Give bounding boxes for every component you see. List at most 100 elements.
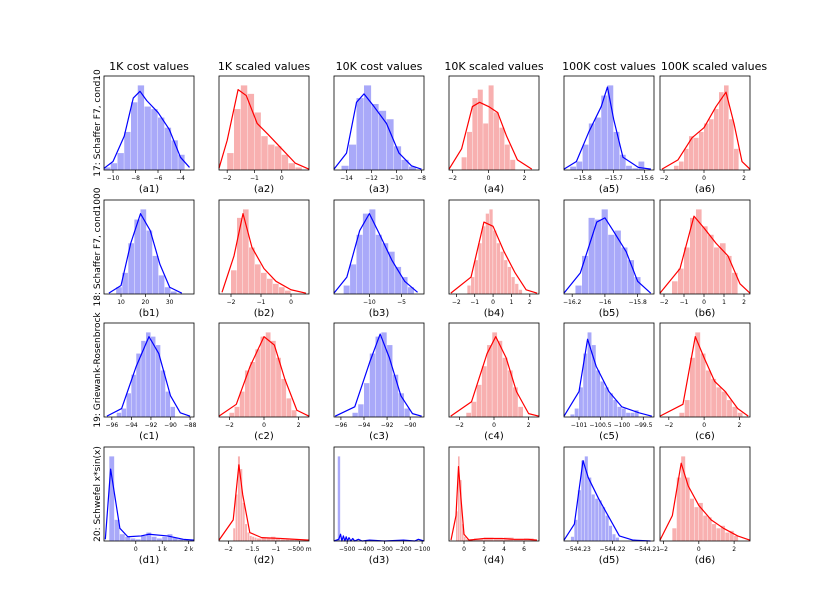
- hist-bar-d5: [581, 460, 585, 541]
- kde-curve-d3: [333, 533, 425, 542]
- kde-curve-b6: [659, 215, 751, 294]
- panel-b3: −10 −5 (b3): [333, 199, 425, 319]
- row-label-19: 19: Griewank-Rosenbrock: [93, 312, 103, 428]
- panel-label-c5: (c5): [599, 431, 619, 442]
- panel-a1: −10 −8 −6 −4 (a1): [103, 75, 195, 195]
- x-tick-label-c6: −2: [664, 422, 673, 429]
- hist-bar-d5: [584, 456, 588, 541]
- hist-bar-d6: [694, 507, 699, 541]
- hist-bar-d2: [290, 539, 295, 541]
- hist-bar-a5: [570, 166, 577, 170]
- plot-frame-c3: [333, 322, 425, 418]
- x-tick-label-c3: −96: [335, 422, 348, 429]
- hist-bar-a1: [131, 102, 138, 170]
- hist-bar-a6: [714, 109, 719, 170]
- x-tick-label-d5: −544.22: [599, 546, 625, 553]
- plot-frame-c1: [103, 322, 195, 418]
- hist-bar-c6: [711, 378, 717, 417]
- hist-bar-c6: [700, 353, 706, 417]
- x-tick-label-d3: −400: [358, 546, 375, 553]
- plot-frame-d6: [659, 446, 751, 542]
- col-title-2: 1K scaled values: [218, 60, 311, 73]
- panel-d1: 0 1 k 2 k (d1): [103, 446, 195, 566]
- hist-bar-c2: [229, 412, 235, 417]
- x-tick-label-b2: −1: [257, 299, 266, 306]
- panel-label-c2: (c2): [254, 431, 274, 442]
- hist-bar-b3: [343, 285, 350, 294]
- hist-bar-c6: [695, 332, 701, 417]
- hist-bar-c1: [146, 332, 151, 417]
- kde-curve-a1: [103, 90, 190, 169]
- hist-bar-b4: [493, 230, 497, 294]
- hist-bar-b5: [634, 277, 641, 294]
- hist-bar-c6: [684, 400, 690, 417]
- hist-bar-c2: [234, 406, 240, 417]
- hist-bar-a1: [171, 140, 178, 170]
- x-tick-label-a1: −4: [176, 175, 185, 182]
- hist-bar-b2: [279, 287, 285, 294]
- hist-bar-c1: [131, 374, 136, 417]
- hist-bar-d2: [235, 494, 238, 541]
- hist-bar-c1: [160, 370, 166, 417]
- hist-bar-b1: [164, 287, 171, 294]
- hist-bar-b4: [507, 266, 512, 294]
- plot-frame-d3: [333, 446, 425, 542]
- x-tick-label-c4: 2: [527, 422, 531, 429]
- hist-bar-a3: [401, 159, 409, 170]
- x-tick-label-b3: −5: [397, 299, 406, 306]
- hist-bar-d2: [280, 539, 285, 541]
- hist-bar-c5: [600, 381, 605, 417]
- hist-bar-d6: [690, 498, 695, 541]
- hist-bar-d2: [261, 537, 266, 541]
- column-titles: 1K cost values 1K scaled values 10K cost…: [109, 60, 767, 73]
- kde-curve-b1: [108, 213, 183, 294]
- hist-bar-a2: [254, 112, 261, 170]
- hist-bar-b5: [575, 285, 582, 294]
- panel-label-a2: (a2): [254, 184, 274, 195]
- hist-bar-d2: [249, 535, 252, 541]
- hist-bar-b3: [382, 243, 389, 294]
- hist-bar-a5: [601, 95, 608, 170]
- hist-bar-c5: [634, 410, 639, 417]
- panel-d5: −544.23 −544.22 −544.21 (d5): [563, 446, 660, 566]
- x-tick-label-b4: 1: [510, 299, 514, 306]
- panel-label-a3: (a3): [369, 184, 389, 195]
- plot-frame-a5: [563, 75, 655, 171]
- kde-curve-a2: [218, 89, 310, 170]
- panels: −10 −8 −6 −4(a1)−2 −1 0(a2)−14 −12 −10 −8(a3)−2 0…: [103, 75, 751, 566]
- plot-frame-b3: [333, 199, 425, 295]
- hist-bar-d1: [183, 539, 189, 541]
- hist-bar-b1: [116, 287, 122, 294]
- hist-bar-c5: [583, 353, 588, 417]
- hist-bar-c1: [150, 336, 156, 417]
- hist-bar-b3: [407, 287, 414, 294]
- hist-bar-d4: [458, 456, 460, 541]
- hist-bar-d5: [609, 525, 613, 541]
- hist-bar-d5: [598, 500, 602, 541]
- kde-curve-b4: [450, 221, 538, 294]
- hist-bar-a6: [679, 161, 684, 170]
- hist-bar-b3: [369, 209, 376, 294]
- hist-bar-a1: [124, 131, 131, 170]
- hist-bar-c5: [630, 412, 635, 417]
- hist-bar-b5: [588, 217, 595, 294]
- panel-label-b4: (b4): [484, 308, 505, 319]
- hist-bar-a1: [151, 109, 158, 170]
- hist-bar-a5: [588, 123, 595, 170]
- kde-curve-d4: [450, 465, 538, 541]
- x-tick-label-d2: −1.5: [245, 546, 260, 553]
- hist-bar-a1: [104, 167, 111, 170]
- hist-bar-b2: [267, 278, 273, 294]
- hist-bar-a3: [341, 165, 349, 170]
- panel-c6: −2 0 2 (c6): [659, 322, 751, 442]
- hist-bar-a6: [689, 136, 694, 170]
- hist-bar-d2: [247, 532, 250, 541]
- hist-bar-c6: [705, 370, 711, 417]
- hist-bar-b6: [696, 209, 702, 294]
- kde-curve-c6: [659, 336, 749, 417]
- hist-bar-c2: [239, 391, 245, 417]
- x-tick-label-a1: −6: [154, 175, 163, 182]
- hist-bar-d5: [605, 515, 609, 541]
- hist-bar-c3: [364, 383, 370, 417]
- hist-bar-c1: [155, 345, 161, 417]
